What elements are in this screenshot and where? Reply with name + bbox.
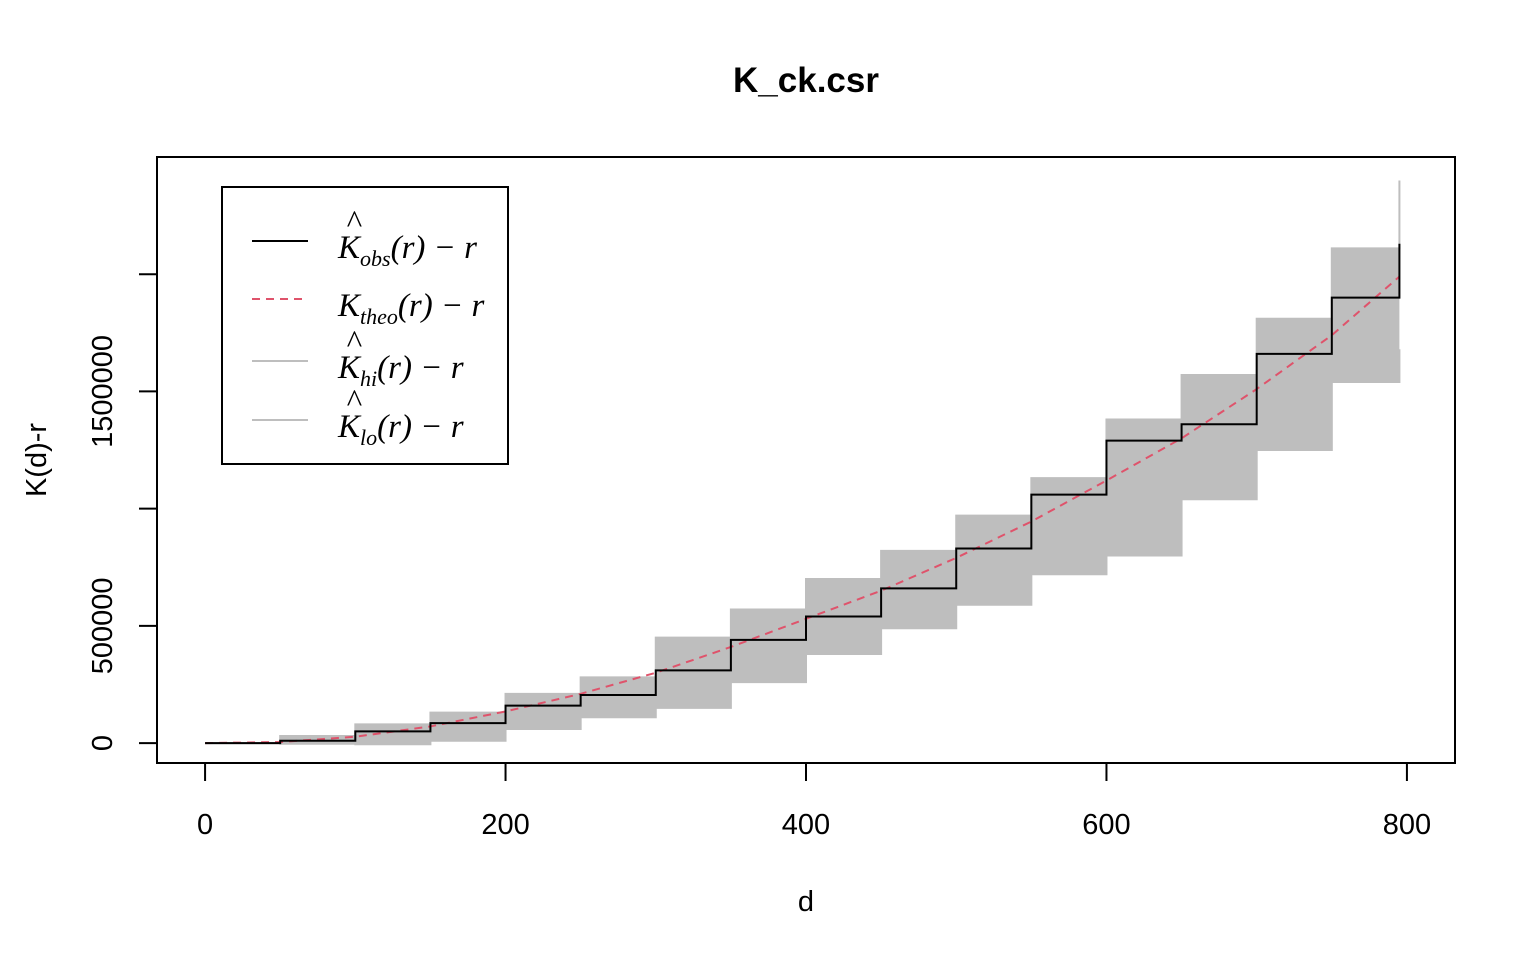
series-hi-line xyxy=(205,180,1401,745)
lines-layer xyxy=(205,243,1401,745)
x-axis-label: d xyxy=(798,886,814,918)
envelope-layer xyxy=(205,180,1401,746)
x-tick-label: 800 xyxy=(1383,809,1431,841)
legend-box xyxy=(221,186,509,465)
y-axis: 0 500000 1500000 xyxy=(87,273,158,751)
y-tick-label: 1500000 xyxy=(87,335,119,448)
legend-label-theo: Ktheo(r) − r xyxy=(337,288,484,329)
y-axis-label: K(d)-r xyxy=(21,423,53,497)
envelope-band xyxy=(205,180,1400,745)
legend-label-obs: Kobs(r) − r xyxy=(337,230,477,271)
legend-hat-hi: ^ xyxy=(346,325,362,361)
chart-title: K_ck.csr xyxy=(733,61,879,100)
x-tick-label: 600 xyxy=(1082,809,1130,841)
series-obs-line xyxy=(205,243,1401,745)
series-lo-line xyxy=(205,349,1401,746)
x-tick-label: 0 xyxy=(197,809,213,841)
legend-label-lo: Klo(r) − r xyxy=(337,409,464,450)
legend-label-hi: Khi(r) − r xyxy=(337,350,464,391)
legend-hat-obs: ^ xyxy=(346,205,362,241)
x-tick-label: 200 xyxy=(481,809,529,841)
legend-hat-lo: ^ xyxy=(346,384,362,420)
y-tick-label: 0 xyxy=(87,735,119,751)
x-tick-label: 400 xyxy=(782,809,830,841)
x-axis: 0 200 400 600 800 xyxy=(197,762,1431,841)
y-tick-label: 500000 xyxy=(87,577,119,674)
